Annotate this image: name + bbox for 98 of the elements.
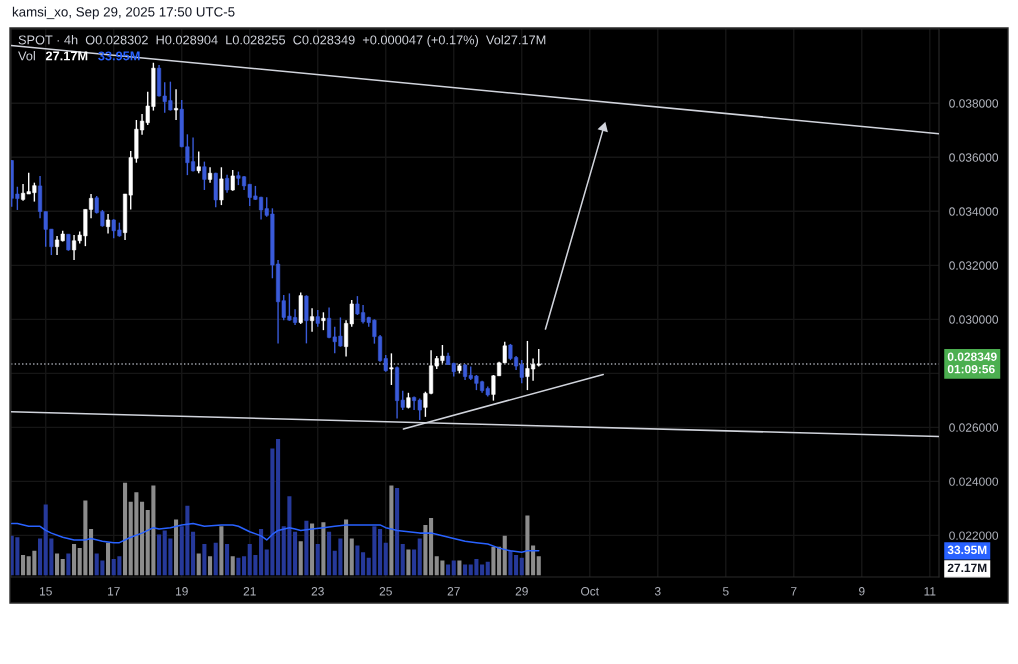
- bar: [389, 485, 394, 576]
- bar: [383, 542, 388, 576]
- bar: [140, 501, 145, 576]
- x-tick-label: 3: [654, 587, 661, 596]
- bar: [219, 526, 224, 576]
- x-tick-label: 29: [515, 587, 528, 596]
- bar: [355, 545, 360, 576]
- y-tick-label: 0.034000: [949, 207, 999, 216]
- bar: [202, 544, 207, 576]
- bar: [15, 537, 20, 576]
- y-tick-label: 0.030000: [949, 315, 999, 324]
- x-tick-label: 9: [859, 587, 865, 596]
- bar: [429, 518, 434, 576]
- y-tick-label: 0.024000: [949, 477, 999, 486]
- bar: [497, 546, 502, 576]
- bar: [66, 553, 71, 576]
- bar: [157, 534, 162, 576]
- text: 27.17M: [947, 563, 987, 572]
- bar: [536, 556, 541, 576]
- candlestick: [219, 166, 224, 206]
- bar: [519, 557, 524, 576]
- x-tick-label: 19: [175, 587, 188, 596]
- x-tick-label: 11: [924, 587, 936, 596]
- bar: [196, 553, 201, 576]
- bar: [225, 544, 230, 576]
- bar: [344, 519, 349, 576]
- bar: [451, 560, 456, 576]
- x-tick-label: 23: [311, 587, 324, 596]
- bar: [514, 554, 519, 576]
- bar: [491, 546, 496, 576]
- bar: [106, 542, 111, 576]
- candlestick: [106, 213, 111, 235]
- annotation: 27.17M: [45, 51, 88, 61]
- bar: [276, 439, 281, 576]
- bar: [55, 553, 60, 576]
- bar: [21, 554, 26, 576]
- x-tick-label: 17: [107, 587, 120, 596]
- x-tick-label: 5: [722, 587, 729, 596]
- chart-title: kamsi_xo, Sep 29, 2025 17:50 UTC-5: [12, 6, 235, 20]
- x-tick-label: 25: [379, 587, 392, 596]
- candlestick: [196, 150, 201, 174]
- bar: [349, 538, 354, 576]
- y-tick-label: 0.038000: [949, 99, 999, 108]
- candlestick: [202, 160, 207, 191]
- bar: [502, 535, 507, 576]
- bar: [89, 529, 94, 576]
- bar: [395, 488, 400, 576]
- bar: [485, 561, 490, 576]
- y-tick-label: 0.022000: [949, 531, 999, 540]
- bar: [321, 522, 326, 576]
- bar: [406, 549, 411, 576]
- y-tick-label: 0.026000: [949, 423, 999, 432]
- chart-subtitle: SPOT · 4h O0.028302 H0.028904 L0.028255 C0.028349 +0.000047 (+0.17%) Vol27.17M: [18, 35, 546, 47]
- candlestick: [389, 352, 394, 386]
- bar: [230, 556, 235, 576]
- bar: [400, 544, 405, 576]
- bar: [525, 515, 530, 576]
- bar: [72, 544, 77, 576]
- bar: [123, 482, 128, 576]
- bar: [213, 542, 218, 576]
- bar: [480, 564, 485, 576]
- bar: [191, 531, 196, 576]
- bar: [304, 520, 309, 576]
- bar: [208, 556, 213, 576]
- bar: [361, 552, 366, 576]
- bar: [298, 541, 303, 576]
- bar: [174, 519, 179, 576]
- x-tick-label: 15: [39, 587, 52, 596]
- bar: [378, 529, 383, 576]
- bar: [423, 524, 428, 576]
- bar: [417, 538, 422, 576]
- bar: [236, 557, 241, 576]
- bar: [310, 523, 315, 576]
- bar: [446, 564, 451, 576]
- y-tick-label: 0.032000: [949, 261, 999, 270]
- x-tick-label: Oct: [581, 587, 599, 596]
- bar: [327, 531, 332, 576]
- bar: [293, 531, 298, 576]
- candlestick: [230, 169, 235, 192]
- candlestick: [174, 88, 179, 121]
- ref-line-label: 0.028349 01:09:56: [947, 352, 997, 374]
- bar: [315, 544, 320, 576]
- bar: [259, 529, 264, 576]
- bar: [531, 545, 536, 576]
- y-tick-label: 0.036000: [949, 153, 999, 162]
- bar: [412, 549, 417, 576]
- x-tick-label: 27: [447, 587, 460, 596]
- bar: [38, 538, 43, 576]
- bar: [242, 556, 247, 576]
- bar: [463, 564, 468, 576]
- chart-title: Vol: [18, 51, 35, 61]
- x-tick-label: 7: [791, 587, 797, 596]
- text: 33.95M: [947, 545, 987, 555]
- bar: [457, 560, 462, 576]
- bar: [60, 559, 65, 576]
- x-tick-label: 21: [243, 587, 256, 596]
- candlestick: [310, 307, 315, 333]
- bar: [508, 550, 513, 576]
